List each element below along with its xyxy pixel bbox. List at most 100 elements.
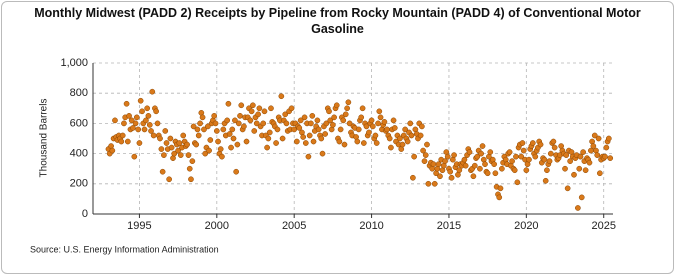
data-point [206,147,212,154]
data-point [390,117,397,124]
data-point [234,141,241,148]
data-point [247,117,254,124]
data-point [444,153,451,160]
data-point [520,147,527,154]
data-point [511,167,518,174]
data-point [230,135,237,142]
data-point [185,152,192,158]
data-point [109,147,116,154]
data-point [544,167,550,174]
data-point [123,100,130,107]
data-point [431,180,438,187]
data-point [243,138,250,145]
data-point [157,135,163,142]
data-point [264,144,270,151]
x-tick-label: 2020 [514,220,538,232]
data-point [470,173,477,180]
data-point [186,165,193,172]
data-point [143,117,149,124]
data-point [306,132,313,139]
data-point [167,135,174,142]
data-point [397,135,403,142]
data-point [345,99,352,106]
data-point [118,138,125,145]
data-point [195,132,202,139]
data-point [235,120,242,127]
x-tick-label: 2005 [282,220,306,232]
data-point [526,156,532,163]
data-point [330,122,336,128]
data-point [251,128,258,134]
data-point [166,176,172,183]
data-point [119,132,126,139]
data-point [327,117,334,124]
y-tick-label: 0 [82,208,88,220]
data-point [471,162,478,169]
data-point [176,140,183,146]
data-point [447,168,454,175]
data-point [333,102,340,109]
data-point [529,140,536,146]
data-point [456,167,463,174]
data-point [386,135,393,142]
data-point [126,113,132,119]
x-tick-label: 2000 [205,220,229,232]
x-tick-label: 1995 [127,220,151,232]
data-point [430,161,437,168]
y-tick-label: 200 [70,178,88,190]
y-tick-label: 400 [70,148,88,160]
data-point [255,111,261,118]
data-point [358,114,365,121]
data-point [336,138,343,145]
y-axis-label: Thousand Barrels [39,99,50,178]
data-point [402,126,409,133]
data-point [551,144,558,151]
data-point [384,126,390,133]
data-point [228,144,234,151]
data-point [137,97,144,104]
data-point [149,88,156,95]
data-point [310,138,317,145]
data-point [586,159,593,166]
data-point [563,152,570,158]
data-point [607,155,614,161]
data-point [594,152,601,158]
data-point [133,114,140,121]
data-point [497,185,504,192]
data-point [297,117,304,124]
data-point [541,156,548,163]
data-point [153,108,159,115]
data-point [211,113,218,119]
data-point [591,132,598,139]
data-point [305,153,312,160]
data-point [274,126,281,133]
data-point [319,150,326,157]
data-point [260,120,267,127]
y-tick-label: 1,000 [60,57,88,69]
data-point [124,138,131,145]
data-point [224,117,231,124]
data-point [474,153,481,160]
data-point [189,158,196,164]
data-point [301,114,308,121]
data-point [171,150,178,157]
data-point [377,114,384,121]
data-point [341,141,348,148]
data-point [268,105,274,112]
data-point [419,123,425,130]
data-point [346,120,353,127]
data-point [388,144,394,151]
data-point [300,134,307,140]
data-point [175,147,181,154]
data-point [241,123,247,130]
data-point [404,138,411,145]
data-point [220,126,227,133]
data-point [197,120,203,127]
y-tick-label: 600 [70,117,88,129]
data-point [466,149,473,155]
data-point [590,143,597,149]
data-point [219,153,225,160]
x-tick-label: 2025 [591,220,615,232]
data-point [273,140,279,146]
